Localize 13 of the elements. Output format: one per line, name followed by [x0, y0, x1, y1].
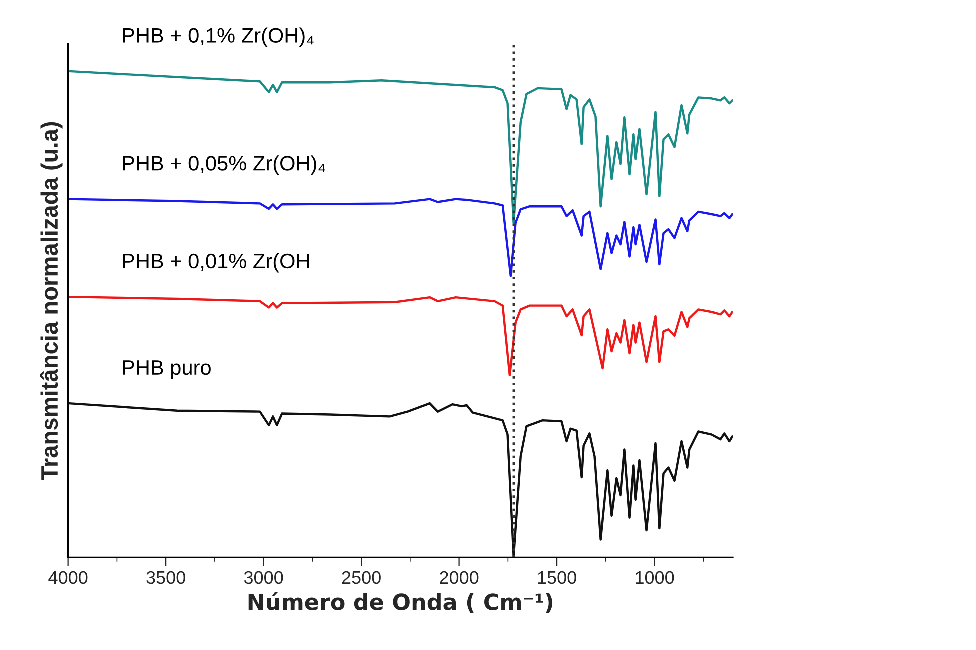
x-tick-label: 4000: [48, 571, 88, 584]
y-axis-title: Transmitância normalizada (u.a): [40, 122, 63, 480]
x-tick-label: 2500: [342, 571, 381, 584]
x-tick-label: 3500: [146, 571, 186, 584]
series-label: PHB + 0,1% Zr(OH)₄: [123, 28, 314, 48]
x-tick-label: 2000: [440, 571, 479, 584]
series-label: PHB + 0,05% Zr(OH)₄: [123, 156, 326, 175]
x-tick-label: 3000: [244, 571, 284, 584]
x-tick-label: 1000: [636, 571, 674, 584]
series-label: PHB + 0,01% Zr(OH: [123, 253, 310, 273]
x-axis-title: Número de Onda ( Cm⁻¹): [248, 592, 553, 614]
x-tick-label: 1500: [538, 571, 576, 584]
series-label: PHB puro: [123, 360, 211, 380]
